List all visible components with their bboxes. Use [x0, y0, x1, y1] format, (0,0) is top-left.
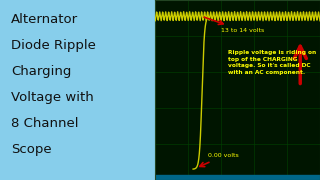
- Text: 13 to 14 volts: 13 to 14 volts: [204, 17, 264, 33]
- Text: Charging: Charging: [11, 65, 71, 78]
- Text: 0.00 volts: 0.00 volts: [200, 153, 239, 167]
- Text: Ripple voltage is riding on
top of the CHARGING
voltage. So it's called DC
with : Ripple voltage is riding on top of the C…: [228, 50, 316, 75]
- Text: Diode Ripple: Diode Ripple: [11, 39, 96, 52]
- Bar: [155, 175, 320, 180]
- Text: Scope: Scope: [11, 143, 52, 156]
- Text: Alternator: Alternator: [11, 13, 78, 26]
- Text: Voltage with: Voltage with: [11, 91, 94, 104]
- Text: 8 Channel: 8 Channel: [11, 117, 78, 130]
